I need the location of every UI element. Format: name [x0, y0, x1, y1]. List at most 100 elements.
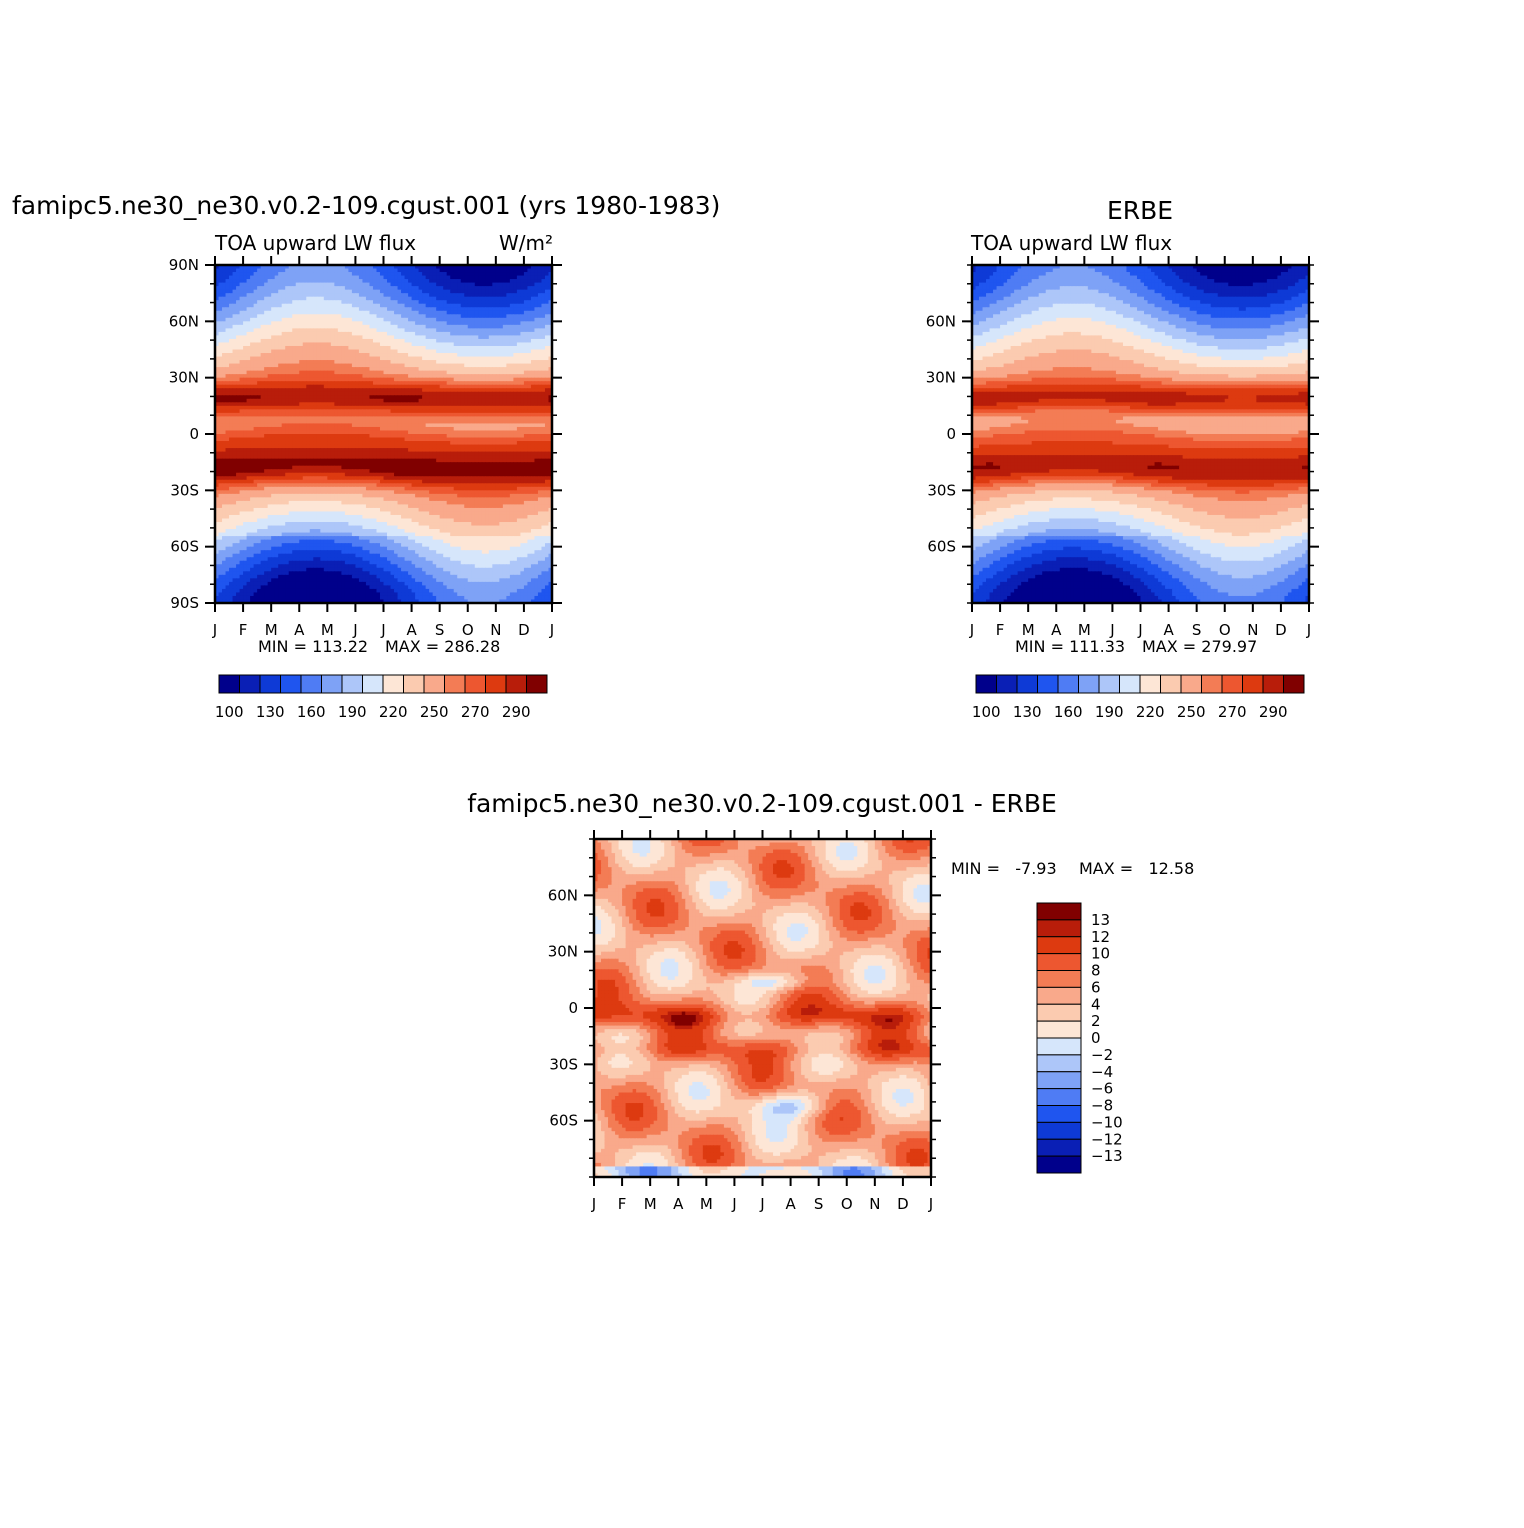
- heatmap-cell: [289, 335, 293, 339]
- heatmap-cell: [345, 300, 349, 304]
- heatmap-cell: [348, 413, 352, 417]
- heatmap-cell: [257, 395, 261, 399]
- heatmap-cell: [257, 423, 261, 427]
- heatmap-cell: [233, 290, 237, 294]
- heatmap-cell: [545, 360, 549, 364]
- heatmap-cell: [391, 420, 395, 424]
- heatmap-cell: [468, 283, 472, 287]
- heatmap-cell: [527, 395, 531, 399]
- heatmap-cell: [345, 290, 349, 294]
- heatmap-cell: [503, 420, 507, 424]
- heatmap-cell: [408, 346, 412, 350]
- heatmap-cell: [387, 399, 391, 403]
- heatmap-cell: [513, 409, 517, 413]
- heatmap-cell: [426, 290, 430, 294]
- heatmap-cell: [422, 367, 426, 371]
- heatmap-cell: [489, 445, 493, 449]
- heatmap-cell: [524, 297, 528, 301]
- heatmap-cell: [541, 279, 545, 283]
- heatmap-cell: [275, 342, 279, 346]
- heatmap-cell: [415, 286, 419, 290]
- heatmap-cell: [345, 409, 349, 413]
- heatmap-cell: [306, 374, 310, 378]
- heatmap-cell: [503, 385, 507, 389]
- heatmap-cell: [313, 399, 317, 403]
- heatmap-cell: [292, 438, 296, 442]
- heatmap-cell: [464, 314, 468, 318]
- heatmap-cell: [362, 367, 366, 371]
- heatmap-cell: [292, 378, 296, 382]
- heatmap-cell: [264, 272, 268, 276]
- heatmap-cell: [457, 272, 461, 276]
- heatmap-cell: [229, 350, 233, 354]
- heatmap-cell: [289, 409, 293, 413]
- heatmap-cell: [464, 423, 468, 427]
- heatmap-cell: [261, 297, 265, 301]
- heatmap-cell: [513, 371, 517, 375]
- heatmap-cell: [362, 374, 366, 378]
- heatmap-cell: [447, 364, 451, 368]
- heatmap-cell: [485, 427, 489, 431]
- heatmap-cell: [229, 357, 233, 361]
- heatmap-cell: [401, 434, 405, 438]
- heatmap-cell: [303, 374, 307, 378]
- heatmap-cell: [355, 399, 359, 403]
- heatmap-cell: [384, 381, 388, 385]
- heatmap-cell: [366, 293, 370, 297]
- heatmap-cell: [447, 360, 451, 364]
- heatmap-cell: [464, 441, 468, 445]
- heatmap-cell: [271, 357, 275, 361]
- heatmap-cell: [391, 395, 395, 399]
- heatmap-cell: [422, 364, 426, 368]
- heatmap-cell: [468, 445, 472, 449]
- heatmap-cell: [534, 367, 538, 371]
- heatmap-cell: [233, 304, 237, 308]
- heatmap-cell: [454, 395, 458, 399]
- heatmap-cell: [320, 434, 324, 438]
- heatmap-cell: [496, 371, 500, 375]
- heatmap-cell: [545, 290, 549, 294]
- heatmap-cell: [450, 406, 454, 410]
- heatmap-cell: [299, 318, 303, 322]
- heatmap-cell: [250, 297, 254, 301]
- heatmap-cell: [366, 321, 370, 325]
- heatmap-cell: [433, 304, 437, 308]
- heatmap-cell: [355, 346, 359, 350]
- heatmap-cell: [341, 307, 345, 311]
- heatmap-cell: [268, 416, 272, 420]
- heatmap-cell: [422, 269, 426, 273]
- heatmap-cell: [433, 290, 437, 294]
- heatmap-cell: [457, 314, 461, 318]
- heatmap-cell: [352, 427, 356, 431]
- heatmap-cell: [366, 430, 370, 434]
- heatmap-cell: [541, 307, 545, 311]
- heatmap-cell: [436, 283, 440, 287]
- heatmap-cell: [408, 434, 412, 438]
- heatmap-cell: [534, 328, 538, 332]
- heatmap-cell: [538, 269, 542, 273]
- heatmap-cell: [475, 328, 479, 332]
- heatmap-cell: [299, 272, 303, 276]
- heatmap-cell: [440, 325, 444, 329]
- heatmap-cell: [355, 388, 359, 392]
- heatmap-cell: [324, 402, 328, 406]
- heatmap-cell: [327, 332, 331, 336]
- heatmap-cell: [338, 360, 342, 364]
- heatmap-cell: [313, 360, 317, 364]
- heatmap-cell: [429, 283, 433, 287]
- heatmap-cell: [426, 430, 430, 434]
- heatmap-cell: [264, 434, 268, 438]
- heatmap-cell: [285, 342, 289, 346]
- heatmap-cell: [331, 286, 335, 290]
- heatmap-cell: [226, 434, 230, 438]
- heatmap-cell: [384, 378, 388, 382]
- heatmap-cell: [331, 293, 335, 297]
- heatmap-cell: [513, 272, 517, 276]
- heatmap-cell: [461, 314, 465, 318]
- heatmap-cell: [324, 430, 328, 434]
- heatmap-cell: [271, 328, 275, 332]
- heatmap-cell: [527, 364, 531, 368]
- heatmap-cell: [398, 328, 402, 332]
- heatmap-cell: [366, 353, 370, 357]
- heatmap-cell: [306, 283, 310, 287]
